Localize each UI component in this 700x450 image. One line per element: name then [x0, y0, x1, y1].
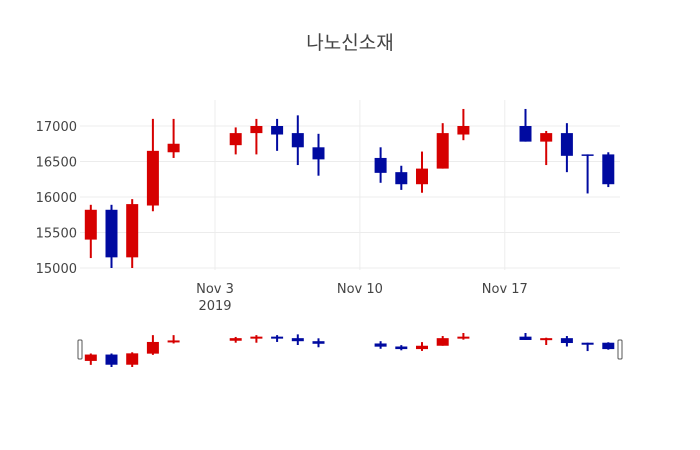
x-tick-label: Nov 17	[482, 282, 528, 297]
x-tick-label: Nov 10	[337, 282, 383, 297]
slider-candle	[126, 352, 139, 367]
range-slider-left-handle[interactable]	[77, 339, 83, 360]
candle[interactable]	[416, 151, 428, 193]
candle[interactable]	[84, 204, 97, 259]
slider-candle	[271, 335, 284, 342]
slider-candle	[519, 333, 532, 340]
x-axis: Nov 3 2019 Nov 10 Nov 17	[196, 282, 528, 314]
y-tick-label: 17000	[36, 120, 77, 135]
candles	[84, 108, 615, 268]
y-tick-label: 16500	[36, 156, 77, 171]
gridlines	[80, 100, 620, 270]
candle[interactable]	[146, 118, 159, 212]
candle[interactable]	[291, 115, 304, 166]
slider-candle	[229, 336, 242, 343]
slider-candle	[167, 335, 180, 344]
candle[interactable]	[540, 130, 553, 166]
slider-candle	[581, 342, 594, 352]
y-axis: 15000 15500 16000 16500 17000	[36, 120, 77, 277]
slider-candle	[374, 341, 387, 349]
candle[interactable]	[560, 123, 573, 173]
candle[interactable]	[126, 199, 139, 268]
candle[interactable]	[457, 108, 470, 141]
candle[interactable]	[374, 147, 387, 183]
slider-candle	[416, 342, 428, 351]
candle[interactable]	[395, 165, 408, 190]
candle[interactable]	[105, 204, 118, 268]
x-tick-year-label: 2019	[198, 299, 231, 314]
slider-candle	[291, 334, 304, 345]
candle[interactable]	[436, 123, 449, 169]
candle[interactable]	[581, 154, 594, 194]
candle[interactable]	[271, 118, 284, 151]
slider-candle	[560, 336, 573, 347]
candle[interactable]	[519, 108, 532, 142]
candle[interactable]	[602, 152, 615, 188]
candle[interactable]	[229, 127, 242, 155]
y-tick-label: 15000	[36, 262, 77, 277]
slider-candle	[146, 335, 159, 355]
slider-candle	[105, 353, 118, 367]
slider-candle	[312, 338, 325, 348]
slider-candle	[395, 345, 408, 351]
y-tick-label: 16000	[36, 191, 77, 206]
slider-candle	[457, 333, 470, 340]
slider-candle	[602, 342, 615, 350]
range-slider[interactable]	[77, 333, 623, 367]
chart-title: 나노신소재	[306, 32, 394, 54]
candle[interactable]	[250, 118, 263, 155]
slider-candle	[84, 353, 97, 365]
slider-candle	[250, 335, 263, 343]
slider-candle	[436, 336, 449, 346]
y-tick-label: 15500	[36, 227, 77, 242]
candle[interactable]	[312, 133, 325, 176]
candle[interactable]	[167, 118, 180, 158]
slider-candle	[540, 337, 553, 345]
x-tick-label: Nov 3	[196, 282, 234, 297]
range-slider-right-handle[interactable]	[617, 339, 623, 360]
